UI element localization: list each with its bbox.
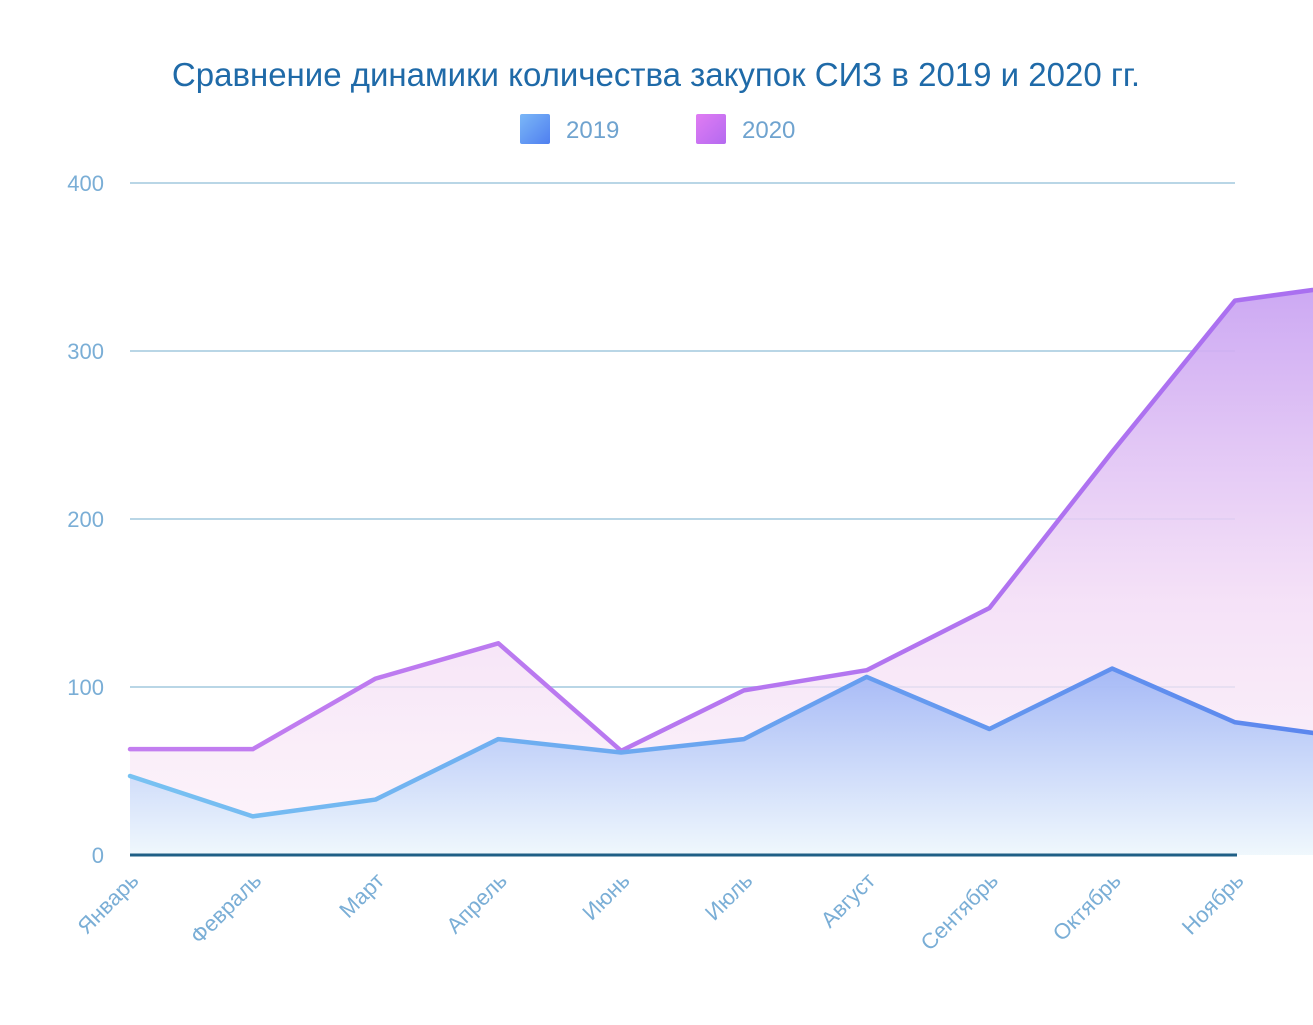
x-tick-label: Август [816, 868, 881, 933]
y-tick-label: 0 [92, 843, 104, 868]
legend: 2019 2020 [520, 114, 795, 144]
legend-label-2019: 2019 [566, 117, 619, 144]
line-2020 [127, 287, 1313, 754]
x-tick-label: Март [334, 868, 389, 923]
x-tick-label: Ноябрь [1177, 868, 1249, 940]
plot-lines [127, 287, 1313, 857]
y-tick-label: 200 [67, 507, 104, 532]
x-tick-label: Июль [700, 868, 757, 925]
plot-areas [130, 289, 1313, 855]
line-2019 [127, 666, 1313, 819]
legend-label-2020: 2020 [742, 117, 795, 144]
x-tick-label: Июнь [577, 868, 634, 925]
chart-title: Сравнение динамики количества закупок СИ… [172, 56, 1140, 93]
y-tick-label: 400 [67, 171, 104, 196]
area-2019 [130, 668, 1313, 855]
y-tick-label: 300 [67, 339, 104, 364]
x-tick-label: Сентябрь [916, 868, 1003, 955]
legend-swatch-2020 [696, 114, 726, 144]
x-tick-label: Январь [73, 868, 144, 939]
x-axis-ticks: Январь Февраль Март Апрель Июнь Июль Август Сен… [73, 868, 1249, 955]
y-axis-ticks: 0 100 200 300 400 [67, 171, 104, 868]
x-tick-label: Февраль [185, 868, 266, 949]
y-tick-label: 100 [67, 675, 104, 700]
x-tick-label: Октябрь [1048, 868, 1126, 946]
legend-swatch-2019 [520, 114, 550, 144]
x-tick-label: Апрель [441, 868, 511, 938]
